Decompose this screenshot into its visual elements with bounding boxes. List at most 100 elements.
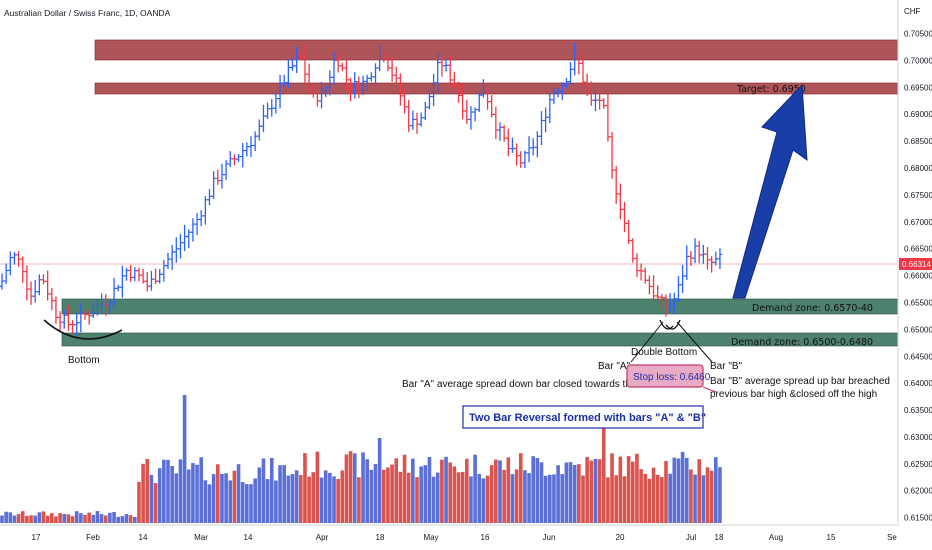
ohlc-bar <box>485 83 490 110</box>
price-tick-label: 0.65000 <box>904 325 932 334</box>
ohlc-bar <box>659 294 665 308</box>
ohlc-bar <box>526 136 532 163</box>
volume-bar <box>498 460 502 523</box>
time-tick-label: Se <box>887 533 897 542</box>
volume-bar <box>278 465 282 523</box>
ohlc-bar <box>622 201 627 233</box>
volume-bar <box>41 511 46 523</box>
time-ticks: 17 Feb 14 Mar 14 Apr 18 May 16 Jun 20 Jul 18 Aug 15 Se <box>32 533 898 542</box>
ohlc-bar <box>16 251 21 267</box>
volume-bar <box>269 457 274 523</box>
time-tick-label: Feb <box>86 533 100 542</box>
currency-label: CHF <box>904 7 921 16</box>
volume-bar <box>207 484 212 523</box>
volume-bar <box>626 456 631 523</box>
ohlc-bar <box>514 143 519 166</box>
ohlc-bar <box>145 272 150 292</box>
ohlc-bar <box>655 285 660 302</box>
ohlc-bar <box>406 99 411 132</box>
volume-bar <box>419 466 423 523</box>
volume-bar <box>303 453 307 523</box>
ohlc-bar <box>427 89 432 110</box>
ohlc-bar <box>402 89 407 114</box>
volume-bar <box>469 476 473 523</box>
volume-bar <box>344 454 349 523</box>
ohlc-bar <box>240 143 245 168</box>
ohlc-bar <box>580 56 586 86</box>
volume-bar <box>531 456 535 523</box>
volume-bar <box>415 477 419 523</box>
volume-bar <box>589 460 594 523</box>
price-ticks: 0.70500 0.70000 0.69500 0.69000 0.68500 0.680… <box>904 30 932 523</box>
ohlc-bar <box>630 238 635 263</box>
ohlc-bar <box>672 292 677 315</box>
ohlc-bar <box>323 84 328 97</box>
volume-bar <box>444 456 448 523</box>
ohlc-bar <box>497 122 503 141</box>
bar-b-description-line1: Bar "B" average spread up bar breached <box>710 376 890 387</box>
ohlc-bar <box>53 296 59 324</box>
volume-bar <box>643 473 648 523</box>
ohlc-bar <box>116 284 121 292</box>
volume-bar <box>70 516 75 523</box>
ohlc-bar <box>676 275 681 302</box>
volume-bar <box>220 473 224 523</box>
ohlc-bar <box>360 75 366 96</box>
ohlc-bar <box>82 310 88 320</box>
volume-bar <box>494 459 498 523</box>
ohlc-bar <box>124 267 129 281</box>
ohlc-bar <box>290 58 295 71</box>
volume-bar <box>651 467 656 523</box>
volume-bar <box>95 511 100 523</box>
volume-bar <box>377 438 382 523</box>
volume-bar <box>523 470 527 523</box>
volume-bar <box>697 459 701 523</box>
ohlc-bar <box>385 53 391 72</box>
bar-b-pointer <box>676 321 713 363</box>
price-tick-label: 0.63000 <box>904 433 932 442</box>
ohlc-bar <box>365 74 370 91</box>
ohlc-bar <box>248 136 254 158</box>
ohlc-bar <box>464 99 469 124</box>
ohlc-bar <box>62 309 67 329</box>
ohlc-bar <box>211 171 216 199</box>
ohlc-bar <box>531 138 536 156</box>
ohlc-bar <box>493 106 499 140</box>
ohlc-bar <box>91 301 96 319</box>
ohlc-bar <box>564 77 569 89</box>
ohlc-bar <box>701 244 706 264</box>
volume-bar <box>116 516 120 523</box>
ohlc-bar <box>348 77 353 102</box>
volume-bar <box>684 457 689 523</box>
ohlc-bar <box>680 264 685 294</box>
volume-bar <box>228 480 233 523</box>
volume-bar <box>456 472 461 523</box>
ohlc-bar <box>448 55 453 88</box>
price-tick-label: 0.66500 <box>904 245 932 254</box>
volume-bar <box>357 477 361 523</box>
ohlc-bar <box>568 62 573 85</box>
volume-bar <box>50 513 54 523</box>
volume-bar <box>332 476 336 523</box>
ohlc-bar <box>111 277 117 308</box>
ohlc-bar <box>356 76 362 99</box>
volume-bar <box>568 462 573 523</box>
ohlc-bar <box>136 267 142 282</box>
volume-bar <box>676 458 681 523</box>
volume-bar <box>597 459 602 523</box>
ohlc-bar <box>0 273 5 290</box>
ohlc-bar <box>294 46 299 74</box>
ohlc-bar <box>277 74 283 109</box>
time-tick-label: 14 <box>139 533 148 542</box>
volume-bar <box>261 458 266 523</box>
ohlc-bar <box>66 304 71 332</box>
volume-bar <box>211 474 216 523</box>
volume-bar <box>572 464 577 523</box>
ohlc-bar <box>522 150 528 169</box>
ohlc-bar <box>186 229 191 249</box>
volume-bar <box>406 472 411 523</box>
ohlc-bar <box>468 106 474 130</box>
volume-bar <box>37 512 42 523</box>
ohlc-bar <box>86 308 92 325</box>
ohlc-bar <box>618 183 623 220</box>
